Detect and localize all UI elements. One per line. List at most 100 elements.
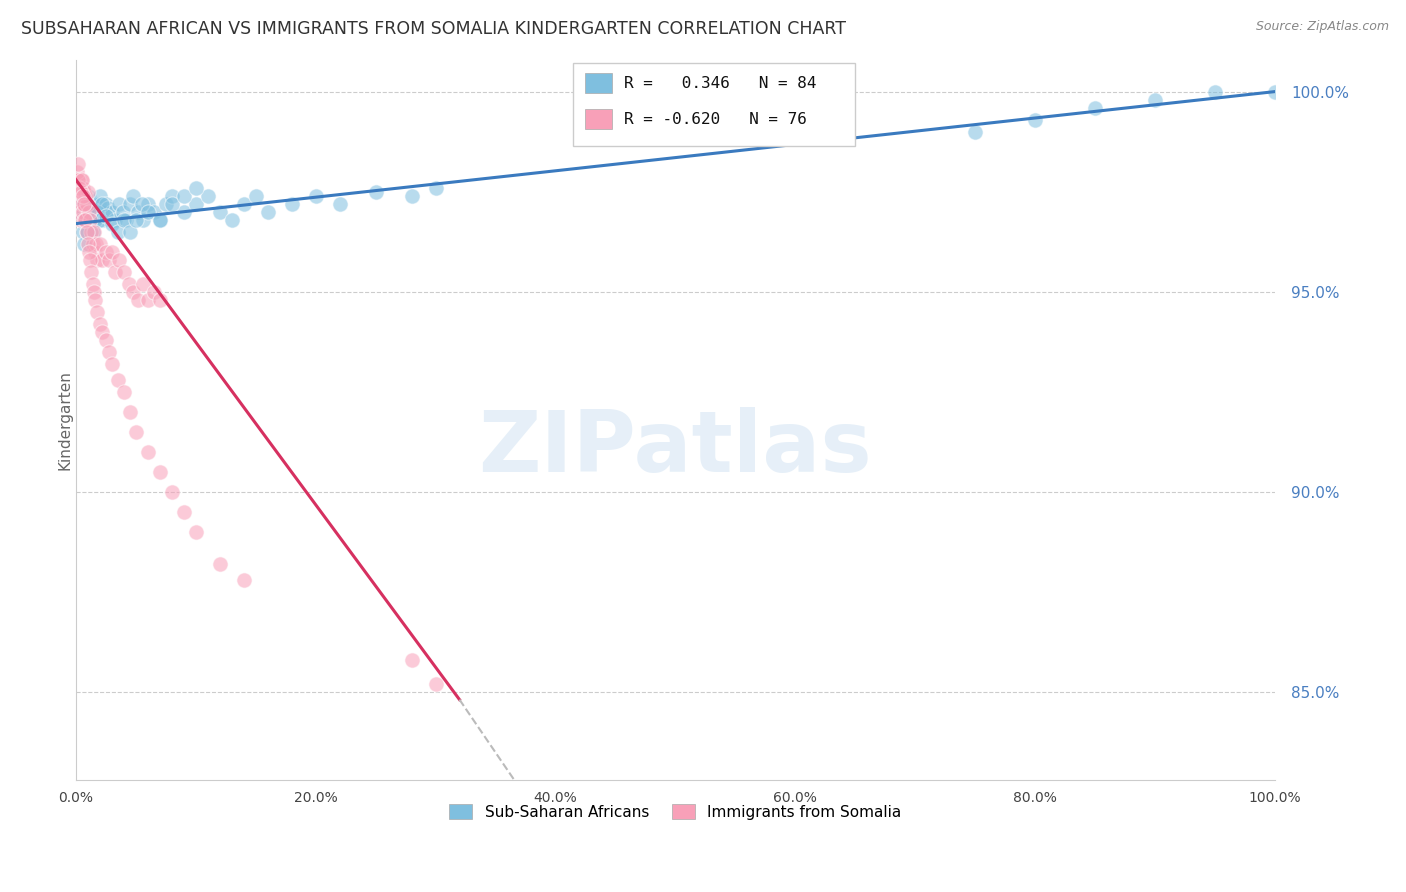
Point bbox=[184, 196, 207, 211]
Point bbox=[75, 188, 97, 202]
Point bbox=[89, 236, 111, 251]
Point bbox=[73, 185, 96, 199]
Point bbox=[136, 196, 159, 211]
Point bbox=[107, 373, 129, 387]
Point bbox=[965, 125, 987, 139]
Point bbox=[86, 209, 108, 223]
Point bbox=[94, 196, 117, 211]
Point bbox=[112, 264, 135, 278]
Point bbox=[131, 196, 153, 211]
Point bbox=[122, 285, 145, 299]
Point bbox=[142, 204, 165, 219]
Point bbox=[70, 172, 93, 186]
Point bbox=[91, 325, 114, 339]
Legend: Sub-Saharan Africans, Immigrants from Somalia: Sub-Saharan Africans, Immigrants from So… bbox=[443, 798, 907, 826]
Point bbox=[91, 204, 114, 219]
Point bbox=[67, 156, 90, 170]
Point bbox=[67, 204, 90, 219]
Point bbox=[72, 180, 94, 194]
Point bbox=[70, 201, 93, 215]
Point bbox=[66, 185, 89, 199]
Point bbox=[67, 172, 90, 186]
Point bbox=[73, 185, 96, 199]
Point bbox=[127, 204, 149, 219]
Point bbox=[197, 188, 219, 202]
Point bbox=[329, 196, 352, 211]
Point bbox=[173, 505, 195, 519]
FancyBboxPatch shape bbox=[585, 73, 612, 94]
FancyBboxPatch shape bbox=[585, 110, 612, 129]
Point bbox=[1084, 101, 1107, 115]
Point bbox=[69, 188, 91, 202]
Point bbox=[89, 317, 111, 331]
Point bbox=[100, 357, 122, 371]
Point bbox=[89, 188, 111, 202]
Point bbox=[83, 225, 105, 239]
Point bbox=[67, 196, 90, 211]
Point bbox=[83, 196, 105, 211]
Point bbox=[118, 196, 141, 211]
Point bbox=[115, 212, 138, 227]
Point bbox=[77, 209, 100, 223]
Text: ZIPatlas: ZIPatlas bbox=[478, 407, 872, 490]
Text: R =   0.346   N = 84: R = 0.346 N = 84 bbox=[624, 76, 817, 91]
Point bbox=[80, 264, 103, 278]
Point bbox=[280, 196, 302, 211]
Point bbox=[1024, 112, 1046, 127]
Point bbox=[98, 344, 121, 359]
Point bbox=[75, 212, 97, 227]
Point bbox=[79, 193, 101, 207]
Point bbox=[72, 188, 94, 202]
Point bbox=[132, 212, 155, 227]
Point bbox=[1143, 93, 1166, 107]
Point bbox=[136, 204, 159, 219]
Text: SUBSAHARAN AFRICAN VS IMMIGRANTS FROM SOMALIA KINDERGARTEN CORRELATION CHART: SUBSAHARAN AFRICAN VS IMMIGRANTS FROM SO… bbox=[21, 20, 846, 37]
Point bbox=[80, 225, 103, 239]
Point bbox=[149, 465, 172, 479]
Point bbox=[86, 304, 108, 318]
Point bbox=[86, 252, 108, 267]
Point bbox=[107, 225, 129, 239]
Text: R = -0.620   N = 76: R = -0.620 N = 76 bbox=[624, 112, 807, 127]
Point bbox=[232, 573, 254, 587]
Point bbox=[82, 212, 104, 227]
Point bbox=[84, 204, 107, 219]
Point bbox=[69, 185, 91, 199]
Point bbox=[149, 293, 172, 307]
Point bbox=[160, 484, 183, 499]
Point bbox=[76, 236, 98, 251]
Point bbox=[76, 196, 98, 211]
Point bbox=[77, 244, 100, 259]
Point bbox=[79, 212, 101, 227]
Point bbox=[125, 212, 148, 227]
Point bbox=[208, 557, 231, 571]
Point bbox=[160, 196, 183, 211]
Point bbox=[93, 212, 115, 227]
Point bbox=[184, 180, 207, 194]
Point bbox=[245, 188, 267, 202]
Point bbox=[149, 212, 172, 227]
Point bbox=[84, 212, 107, 227]
Point bbox=[91, 196, 114, 211]
Point bbox=[67, 196, 90, 211]
Point bbox=[108, 252, 131, 267]
Point bbox=[80, 204, 103, 219]
Point bbox=[173, 188, 195, 202]
Point bbox=[70, 172, 93, 186]
Point bbox=[142, 285, 165, 299]
Point bbox=[94, 209, 117, 223]
Point bbox=[155, 196, 177, 211]
Point bbox=[72, 196, 94, 211]
Point bbox=[184, 524, 207, 539]
Point bbox=[94, 333, 117, 347]
Point bbox=[136, 444, 159, 458]
Point bbox=[76, 185, 98, 199]
Point bbox=[79, 252, 101, 267]
Point bbox=[97, 201, 120, 215]
Point bbox=[108, 196, 131, 211]
Point bbox=[73, 236, 96, 251]
Point bbox=[111, 204, 134, 219]
Point bbox=[425, 180, 447, 194]
Text: Source: ZipAtlas.com: Source: ZipAtlas.com bbox=[1256, 20, 1389, 33]
Point bbox=[76, 225, 98, 239]
